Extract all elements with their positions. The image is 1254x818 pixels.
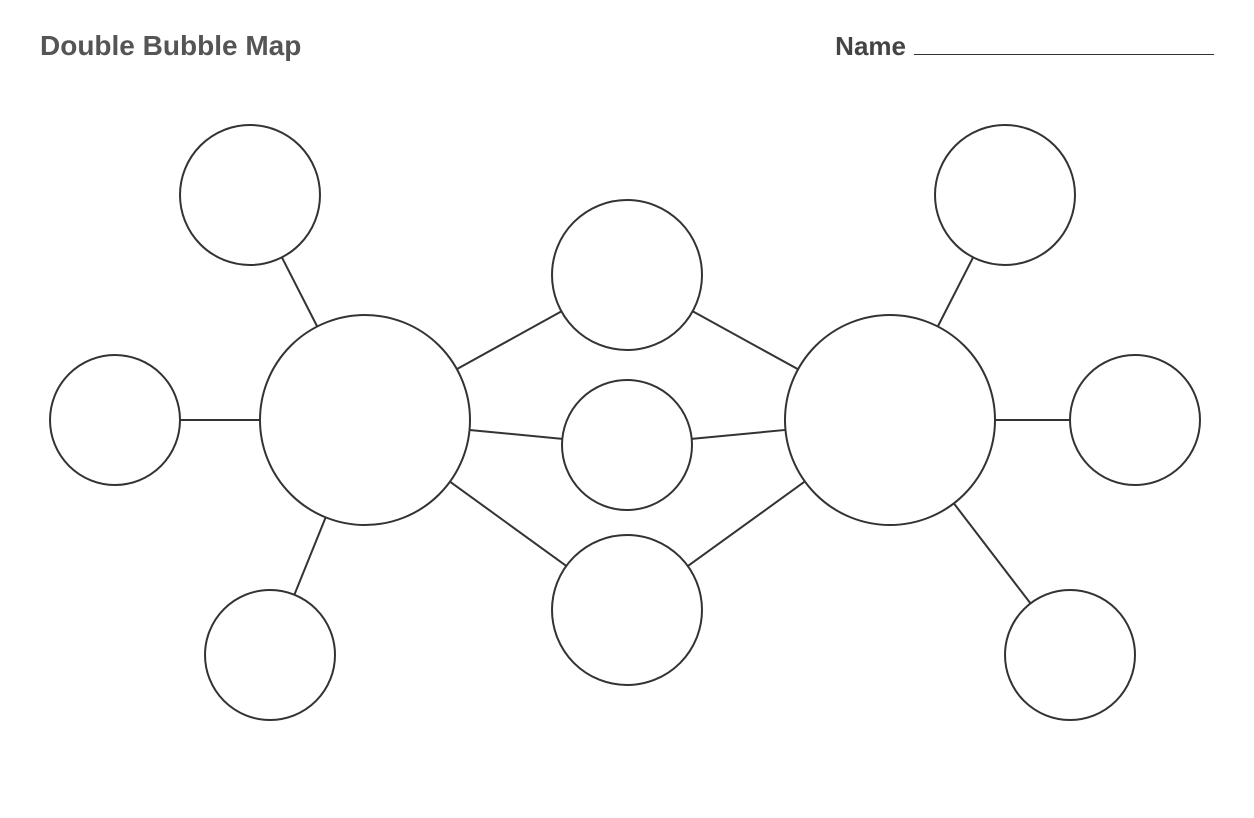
bubble-main-right [785, 315, 995, 525]
edge-main-right-shared-middle [692, 430, 786, 439]
bubble-shared-top [552, 200, 702, 350]
edge-main-left-left-sat-tl [282, 257, 317, 326]
bubble-shared-middle [562, 380, 692, 510]
name-field: Name [835, 31, 1214, 62]
name-label: Name [835, 31, 906, 62]
bubble-right-sat-br [1005, 590, 1135, 720]
edge-main-left-shared-top [457, 311, 562, 369]
worksheet-title: Double Bubble Map [40, 30, 301, 62]
edge-main-right-right-sat-br [954, 503, 1031, 603]
bubble-shared-bottom [552, 535, 702, 685]
worksheet-header: Double Bubble Map Name [0, 30, 1254, 62]
edge-main-right-shared-bottom [688, 481, 805, 566]
edge-main-left-shared-bottom [450, 482, 566, 566]
edge-main-right-right-sat-tr [938, 257, 973, 326]
edge-main-right-shared-top [693, 311, 798, 369]
bubble-right-sat-mr [1070, 355, 1200, 485]
bubble-left-sat-bl [205, 590, 335, 720]
bubble-main-left [260, 315, 470, 525]
edge-main-left-left-sat-bl [294, 517, 325, 594]
edge-main-left-shared-middle [470, 430, 563, 439]
name-blank-line[interactable] [914, 54, 1214, 55]
bubble-left-sat-ml [50, 355, 180, 485]
bubble-left-sat-tl [180, 125, 320, 265]
diagram-svg [0, 100, 1254, 800]
bubble-right-sat-tr [935, 125, 1075, 265]
double-bubble-diagram [0, 100, 1254, 800]
